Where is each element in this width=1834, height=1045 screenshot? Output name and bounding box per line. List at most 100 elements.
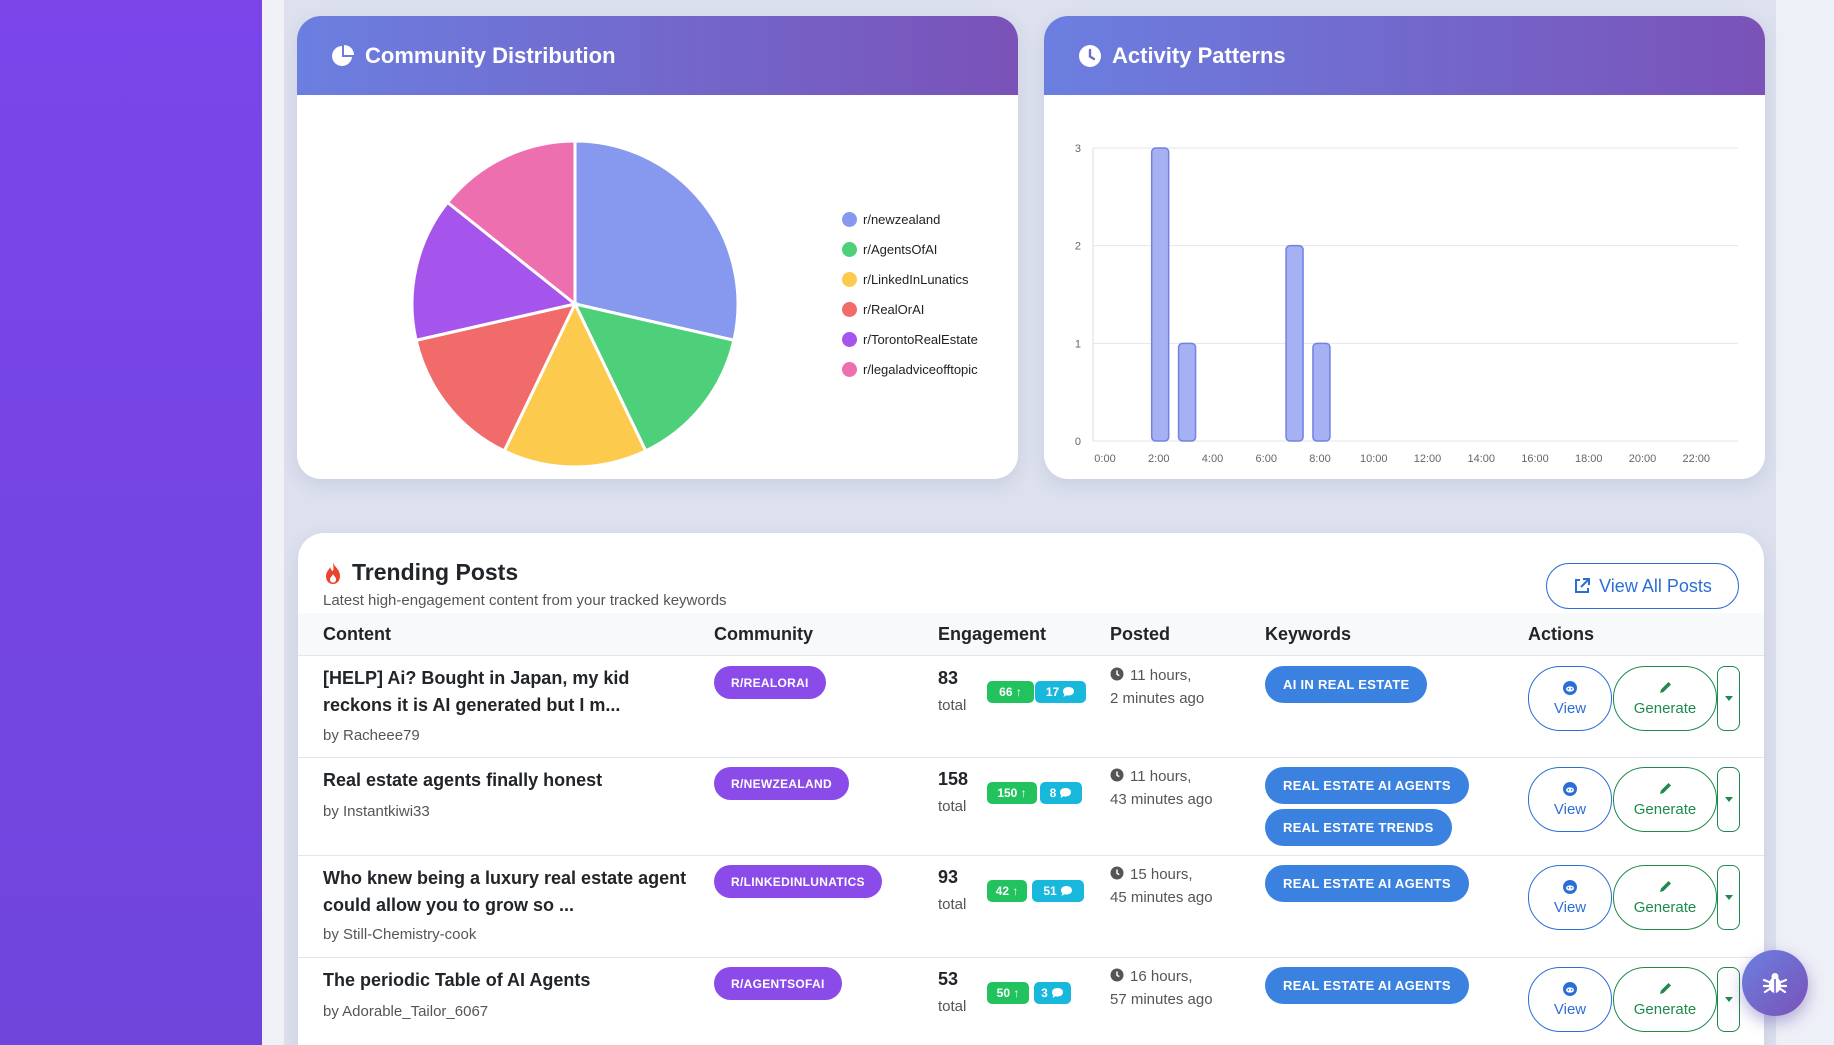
activity-bar-chart: 0 1 2 3 0:00 2:00 4:00 6:00 8:00 10:00 12:00 14:00 1… xyxy=(1075,143,1738,465)
pie-slice-legaladviceofftopic[interactable] xyxy=(445,139,577,308)
pencil-icon xyxy=(1659,983,1671,994)
legend-item[interactable]: r/TorontoRealEstate xyxy=(842,324,978,354)
engagement-total: 158 xyxy=(938,769,969,789)
activity-bar-hour-7[interactable] xyxy=(1285,244,1304,442)
view-all-posts-button[interactable]: View All Posts xyxy=(1546,563,1739,609)
view-post-button[interactable]: View xyxy=(1528,967,1612,1032)
community-badge[interactable]: R/REALORAI xyxy=(714,666,826,699)
pie-slice-realorai[interactable] xyxy=(414,301,578,453)
table-row: Real estate agents finally honest by Ins… xyxy=(298,759,1764,856)
column-community: Community xyxy=(714,624,813,644)
activity-bar-hour-3[interactable] xyxy=(1177,342,1197,442)
comment-icon xyxy=(1051,988,1063,998)
clock-icon xyxy=(1079,44,1101,67)
generate-label: Generate xyxy=(1633,700,1697,717)
generate-button[interactable]: Generate xyxy=(1613,865,1717,930)
view-post-button[interactable]: View xyxy=(1528,767,1612,832)
x-tick-label: 6:00 xyxy=(1256,453,1277,465)
view-label: View xyxy=(1553,800,1587,818)
posted-time: 11 hours, 43 minutes ago xyxy=(1110,765,1213,811)
pie-slice-linkedinlunatics[interactable] xyxy=(502,300,648,469)
activity-bar-hour-2[interactable] xyxy=(1150,147,1170,442)
keyword-badge[interactable]: REAL ESTATE AI AGENTS xyxy=(1265,865,1469,902)
legend-label: r/TorontoRealEstate xyxy=(863,331,978,347)
posted-time: 15 hours, 45 minutes ago xyxy=(1110,863,1213,909)
pie-slice-newzealand[interactable] xyxy=(573,139,740,343)
more-options-dropdown[interactable] xyxy=(1717,967,1740,1032)
post-title[interactable]: The periodic Table of AI Agents xyxy=(323,970,591,990)
y-tick-label: 1 xyxy=(1075,338,1081,350)
post-title[interactable]: Real estate agents finally honest xyxy=(323,770,603,790)
clock-icon xyxy=(1110,968,1124,982)
x-tick-label: 0:00 xyxy=(1094,453,1115,465)
generate-label: Generate xyxy=(1633,801,1697,818)
activity-bar-hour-8[interactable] xyxy=(1312,342,1331,442)
x-tick-label: 16:00 xyxy=(1521,453,1549,465)
generate-button[interactable]: Generate xyxy=(1613,666,1717,731)
view-post-button[interactable]: View xyxy=(1528,666,1612,731)
legend-label: r/RealOrAI xyxy=(863,301,925,317)
comments-count: 17 xyxy=(1045,685,1060,699)
post-author: by Still-Chemistry-cook xyxy=(323,926,477,943)
legend-item[interactable]: r/legaladviceofftopic xyxy=(842,354,978,384)
x-tick-label: 10:00 xyxy=(1360,453,1388,465)
clock-icon xyxy=(1110,866,1124,880)
view-label: View xyxy=(1553,699,1587,717)
legend-item[interactable]: r/RealOrAI xyxy=(842,294,978,324)
external-link-icon xyxy=(1575,578,1591,593)
keyword-badge[interactable]: REAL ESTATE TRENDS xyxy=(1265,809,1452,846)
keyword-badge[interactable]: REAL ESTATE AI AGENTS xyxy=(1265,967,1469,1004)
comments-count: 8 xyxy=(1049,786,1057,800)
legend-label: r/AgentsOfAI xyxy=(863,241,938,257)
comments-count: 51 xyxy=(1043,884,1057,898)
y-tick-label: 3 xyxy=(1075,143,1081,155)
x-tick-label: 18:00 xyxy=(1575,453,1603,465)
legend-item[interactable]: r/AgentsOfAI xyxy=(842,234,978,264)
engagement-total: 93 xyxy=(938,867,959,887)
pie-slice-torontorealestate[interactable] xyxy=(410,200,579,343)
legend-item[interactable]: r/LinkedInLunatics xyxy=(842,264,978,294)
engagement-total-label: total xyxy=(938,697,967,714)
generate-button[interactable]: Generate xyxy=(1613,767,1717,832)
view-label: View xyxy=(1553,1000,1587,1018)
legend-swatch xyxy=(842,361,857,377)
column-content: Content xyxy=(323,624,391,644)
community-distribution-title: Community Distribution xyxy=(365,42,616,68)
more-options-dropdown[interactable] xyxy=(1717,666,1740,731)
comments-badge: 17 xyxy=(1035,681,1086,703)
more-options-dropdown[interactable] xyxy=(1717,865,1740,930)
post-title[interactable]: [HELP] Ai? Bought in Japan, my kid recko… xyxy=(323,668,630,715)
pie-slice-agentsofai[interactable] xyxy=(572,301,736,453)
generate-button[interactable]: Generate xyxy=(1613,967,1717,1032)
x-tick-label: 22:00 xyxy=(1682,453,1710,465)
column-keywords: Keywords xyxy=(1265,624,1352,644)
community-badge[interactable]: R/LINKEDINLUNATICS xyxy=(714,865,882,898)
upvotes-badge: 50 ↑ xyxy=(987,982,1029,1004)
debug-fab-button[interactable] xyxy=(1742,950,1808,1016)
legend-label: r/legaladviceofftopic xyxy=(863,361,978,377)
legend-label: r/LinkedInLunatics xyxy=(863,271,969,287)
keyword-badge[interactable]: AI IN REAL ESTATE xyxy=(1265,666,1428,703)
post-title[interactable]: Who knew being a luxury real estate agen… xyxy=(323,868,687,915)
column-actions: Actions xyxy=(1528,624,1595,644)
comments-badge: 8 xyxy=(1040,782,1082,804)
engagement-total: 83 xyxy=(938,668,959,688)
table-row: [HELP] Ai? Bought in Japan, my kid recko… xyxy=(298,657,1764,758)
keyword-badge[interactable]: REAL ESTATE AI AGENTS xyxy=(1265,767,1469,804)
x-tick-label: 8:00 xyxy=(1309,453,1330,465)
view-all-posts-label: View All Posts xyxy=(1599,575,1712,596)
caret-down-icon xyxy=(1724,696,1733,701)
pencil-icon xyxy=(1659,881,1671,892)
y-tick-label: 2 xyxy=(1075,241,1081,253)
view-post-button[interactable]: View xyxy=(1528,865,1612,930)
caret-down-icon xyxy=(1724,895,1733,900)
community-badge[interactable]: R/AGENTSOFAI xyxy=(714,967,842,1000)
pencil-icon xyxy=(1659,682,1671,693)
community-pie-chart xyxy=(410,139,740,469)
more-options-dropdown[interactable] xyxy=(1717,767,1740,832)
right-gutter xyxy=(1776,0,1834,1045)
x-tick-label: 14:00 xyxy=(1467,453,1495,465)
legend-item[interactable]: r/newzealand xyxy=(842,204,978,234)
community-badge[interactable]: R/NEWZEALAND xyxy=(714,767,849,800)
column-engagement: Engagement xyxy=(938,624,1047,644)
